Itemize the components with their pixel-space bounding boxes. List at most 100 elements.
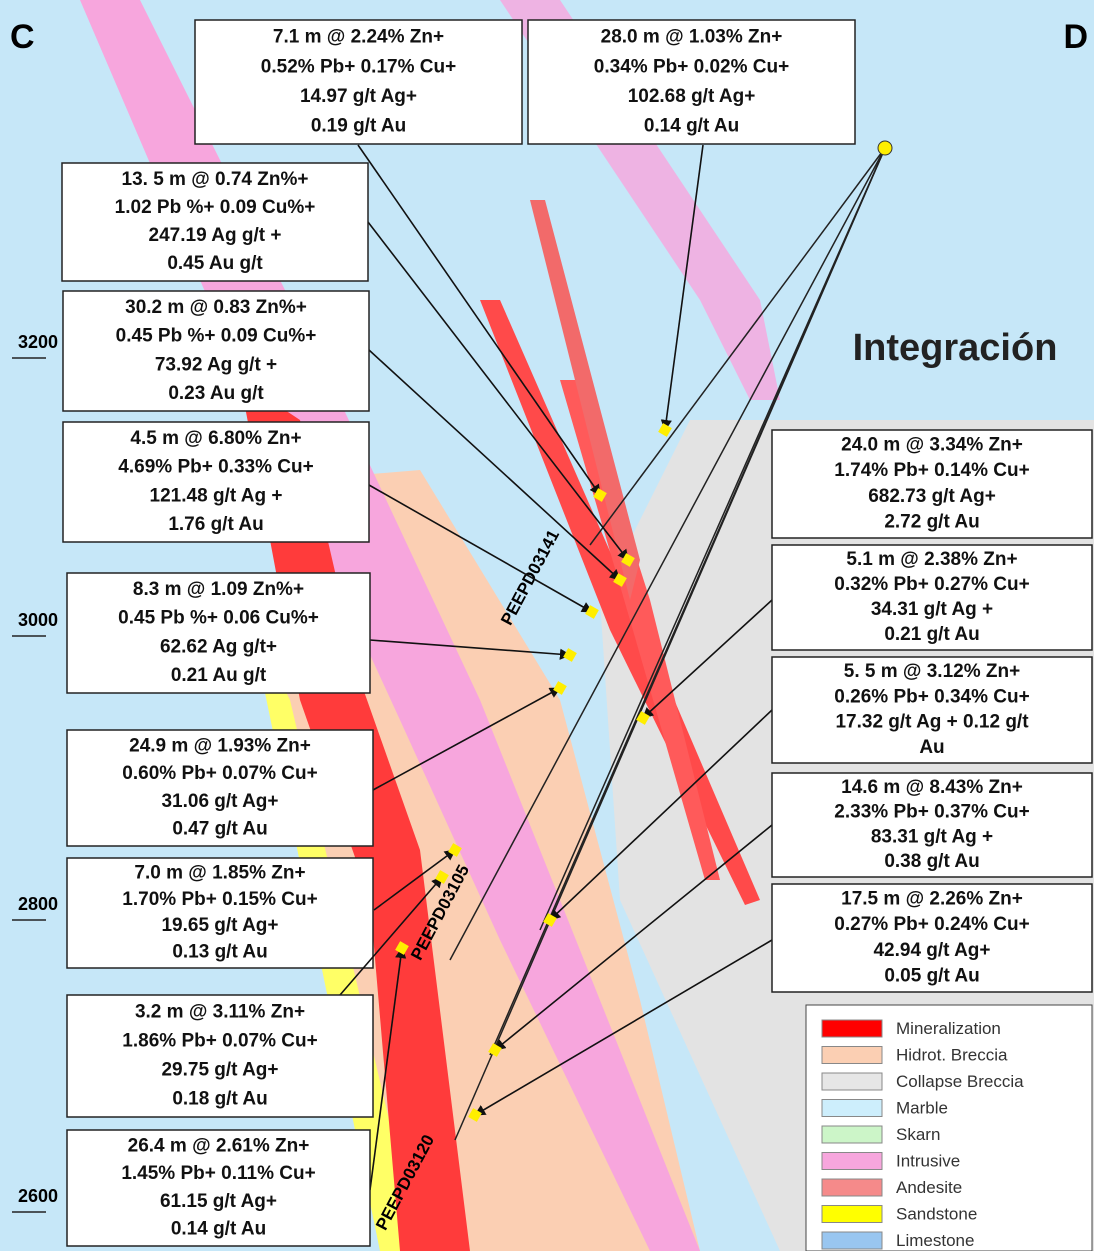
intercept-line: 0.45 Pb %+ 0.06 Cu%+ bbox=[118, 608, 319, 629]
intercept-box: 17.5 m @ 2.26% Zn+ 0.27% Pb+ 0.24% Cu+ 42.… bbox=[771, 883, 1093, 993]
box-frame bbox=[66, 994, 374, 1118]
box-frame bbox=[771, 429, 1093, 539]
intercept-line: 682.73 g/t Ag+ bbox=[868, 486, 996, 507]
intercept-box: 3.2 m @ 3.11% Zn+ 1.86% Pb+ 0.07% Cu+ 29.7… bbox=[66, 994, 374, 1118]
intercept-line: 73.92 Ag g/t + bbox=[155, 354, 277, 375]
legend-swatch bbox=[821, 1205, 883, 1223]
intercept-line: 0.14 g/t Au bbox=[644, 115, 739, 136]
intercept-line: 3.2 m @ 3.11% Zn+ bbox=[135, 1001, 305, 1022]
intercept-marker bbox=[395, 941, 409, 955]
corner-label: C bbox=[10, 18, 35, 56]
intercept-line: 0.21 g/t Au bbox=[884, 624, 979, 645]
legend-swatch bbox=[821, 1125, 883, 1144]
intercept-line: 62.62 Ag g/t+ bbox=[160, 636, 277, 657]
legend-swatch bbox=[821, 1231, 883, 1250]
intercept-line: 42.94 g/t Ag+ bbox=[873, 940, 990, 961]
drill-trace bbox=[449, 147, 886, 961]
intercept-box: 5.1 m @ 2.38% Zn+ 0.32% Pb+ 0.27% Cu+ 34.3… bbox=[771, 544, 1093, 651]
box-frame bbox=[771, 544, 1093, 651]
intercept-line: 0.45 Au g/t bbox=[167, 253, 263, 274]
elevation-label: 3000 bbox=[18, 610, 58, 630]
intercept-line: 17.5 m @ 2.26% Zn+ bbox=[841, 888, 1023, 909]
intercept-line: 0.13 g/t Au bbox=[172, 941, 267, 962]
intercept-arrow bbox=[369, 639, 572, 660]
intercept-line: 28.0 m @ 1.03% Zn+ bbox=[601, 27, 783, 48]
intercept-line: 1.76 g/t Au bbox=[168, 514, 263, 535]
intercept-line: 102.68 g/t Ag+ bbox=[628, 86, 756, 107]
intercept-line: 0.26% Pb+ 0.34% Cu+ bbox=[834, 686, 1029, 707]
intercept-box: 8.3 m @ 1.09 Zn%+ 0.45 Pb %+ 0.06 Cu%+ 62.… bbox=[66, 572, 371, 694]
intercept-arrow bbox=[372, 687, 561, 791]
intercept-marker bbox=[621, 553, 635, 567]
intercept-line: 24.9 m @ 1.93% Zn+ bbox=[129, 736, 311, 757]
intercept-line: 17.32 g/t Ag + 0.12 g/t bbox=[835, 712, 1029, 733]
box-frame bbox=[527, 19, 856, 145]
mineralization bbox=[560, 380, 720, 880]
annotations: CDIntegración3200300028002600PEEPD03141P… bbox=[10, 18, 1093, 1251]
legend-label: Skarn bbox=[896, 1125, 940, 1144]
intercept-line: 7.1 m @ 2.24% Zn+ bbox=[273, 27, 444, 48]
intercept-marker bbox=[636, 711, 650, 725]
legend-swatch bbox=[821, 1046, 883, 1064]
intercept-marker bbox=[585, 605, 599, 619]
legend-label: Mineralization bbox=[896, 1019, 1001, 1038]
intercept-marker bbox=[658, 423, 672, 437]
intercept-line: 0.52% Pb+ 0.17% Cu+ bbox=[261, 56, 456, 77]
intercept-box: 7.1 m @ 2.24% Zn+ 0.52% Pb+ 0.17% Cu+ 14.9… bbox=[194, 19, 523, 145]
intercept-line: 5. 5 m @ 3.12% Zn+ bbox=[844, 661, 1020, 682]
intercept-line: 247.19 Ag g/t + bbox=[149, 225, 282, 246]
intercept-line: 34.31 g/t Ag + bbox=[871, 599, 993, 620]
intercept-line: 0.23 Au g/t bbox=[168, 383, 264, 404]
intercept-marker bbox=[593, 488, 607, 502]
drill-trace bbox=[489, 147, 886, 1056]
intercept-box: 7.0 m @ 1.85% Zn+ 1.70% Pb+ 0.15% Cu+ 19.6… bbox=[66, 857, 374, 969]
box-frame bbox=[771, 772, 1093, 878]
intercept-box: 14.6 m @ 8.43% Zn+ 2.33% Pb+ 0.37% Cu+ 83.… bbox=[771, 772, 1093, 878]
legend-swatch bbox=[821, 1152, 883, 1170]
section-title: Integración bbox=[853, 327, 1058, 369]
box-frame bbox=[194, 19, 523, 145]
intercept-arrow bbox=[642, 599, 773, 719]
intercept-line: 0.45 Pb %+ 0.09 Cu%+ bbox=[116, 326, 317, 347]
intercept-line: 14.6 m @ 8.43% Zn+ bbox=[841, 777, 1023, 798]
intercept-arrow bbox=[368, 484, 593, 613]
intercept-line: 24.0 m @ 3.34% Zn+ bbox=[841, 434, 1023, 455]
intercept-marker bbox=[553, 681, 567, 695]
legend-swatch bbox=[821, 1099, 883, 1117]
intercept-line: 8.3 m @ 1.09 Zn%+ bbox=[133, 579, 304, 600]
intercept-line: 0.05 g/t Au bbox=[884, 966, 979, 987]
drill-trace bbox=[589, 147, 886, 546]
intercept-marker bbox=[543, 913, 557, 927]
box-frame bbox=[61, 162, 369, 282]
intercept-line: 4.5 m @ 6.80% Zn+ bbox=[130, 428, 301, 449]
intercept-line: Au bbox=[919, 737, 944, 758]
intercept-arrow bbox=[369, 946, 407, 1191]
intercept-line: 2.33% Pb+ 0.37% Cu+ bbox=[834, 802, 1029, 823]
legend-swatch bbox=[821, 1019, 883, 1038]
intercept-line: 0.34% Pb+ 0.02% Cu+ bbox=[594, 56, 789, 77]
intercept-line: 0.38 g/t Au bbox=[884, 851, 979, 872]
intercept-arrow bbox=[494, 824, 773, 1051]
intercept-line: 1.70% Pb+ 0.15% Cu+ bbox=[122, 889, 317, 910]
box-frame bbox=[62, 290, 370, 412]
intercept-line: 83.31 g/t Ag + bbox=[871, 826, 993, 847]
legend-swatch bbox=[821, 1178, 883, 1197]
intercept-line: 0.60% Pb+ 0.07% Cu+ bbox=[122, 763, 317, 784]
andesite bbox=[530, 200, 640, 600]
intercept-line: 1.45% Pb+ 0.11% Cu+ bbox=[121, 1163, 315, 1184]
intercept-line: 4.69% Pb+ 0.33% Cu+ bbox=[118, 457, 313, 478]
elevation-label: 2800 bbox=[18, 894, 58, 914]
legend-label: Intrusive bbox=[896, 1152, 960, 1171]
box-frame bbox=[771, 656, 1093, 764]
corner-label: D bbox=[1063, 18, 1088, 56]
intercept-line: 30.2 m @ 0.83 Zn%+ bbox=[125, 297, 307, 318]
intercept-marker bbox=[613, 573, 627, 587]
intercept-line: 1.02 Pb %+ 0.09 Cu%+ bbox=[115, 197, 316, 218]
intercept-line: 0.18 g/t Au bbox=[172, 1089, 267, 1110]
box-frame bbox=[771, 883, 1093, 993]
intercept-marker bbox=[448, 843, 462, 857]
intercept-box: 24.0 m @ 3.34% Zn+ 1.74% Pb+ 0.14% Cu+ 682… bbox=[771, 429, 1093, 539]
intercept-line: 31.06 g/t Ag+ bbox=[161, 791, 278, 812]
intercept-arrow bbox=[474, 939, 773, 1116]
